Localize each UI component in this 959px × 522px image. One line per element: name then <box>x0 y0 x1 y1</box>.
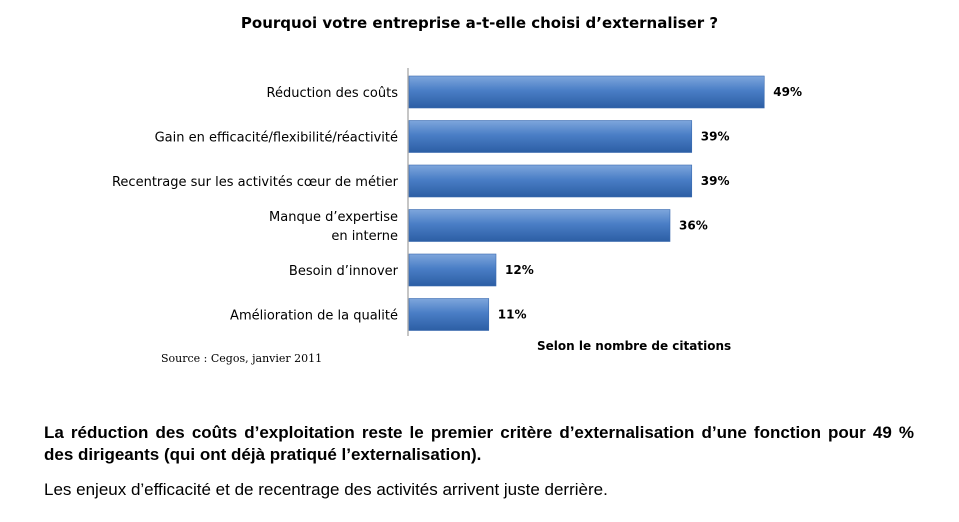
category-label-1: Gain en efficacité/flexibilité/réactivit… <box>155 131 398 146</box>
bar-0 <box>408 75 765 109</box>
category-label-2: Recentrage sur les activités cœur de mét… <box>112 175 399 190</box>
category-label-4-line-0: Besoin d’innover <box>289 264 399 279</box>
summary-text: Les enjeux d’efficacité et de recentrage… <box>44 480 608 499</box>
category-label-1-line-0: Gain en efficacité/flexibilité/réactivit… <box>155 131 398 146</box>
summary-bold-text: La réduction des coûts d’exploitation re… <box>44 423 914 464</box>
value-label-5: 11% <box>498 308 527 322</box>
bar-5 <box>408 298 490 331</box>
category-label-0-line-0: Réduction des coûts <box>267 86 399 101</box>
bar-2 <box>408 164 693 198</box>
source-note: Source : Cegos, janvier 2011 <box>161 352 323 365</box>
category-label-5-line-0: Amélioration de la qualité <box>230 309 398 324</box>
bar-4 <box>408 253 497 287</box>
category-label-4: Besoin d’innover <box>289 264 399 279</box>
value-label-4: 12% <box>505 263 534 277</box>
category-label-0: Réduction des coûts <box>267 86 399 101</box>
bar-3 <box>408 209 671 242</box>
value-label-1: 39% <box>701 130 730 144</box>
value-label-3: 36% <box>679 219 708 233</box>
category-label-3: Manque d’expertise en interne <box>269 210 398 244</box>
axis-note: Selon le nombre de citations <box>537 339 732 353</box>
value-label-2: 39% <box>701 174 730 188</box>
chart-title: Pourquoi votre entreprise a-t-elle chois… <box>240 14 719 32</box>
bar-1 <box>408 120 693 153</box>
category-label-3-line-1: en interne <box>331 229 398 244</box>
category-label-3-line-0: Manque d’expertise <box>269 210 398 225</box>
category-label-5: Amélioration de la qualité <box>230 309 398 324</box>
bar-chart: Réduction des coûts 49% Gain en efficacité… <box>112 68 802 336</box>
value-label-0: 49% <box>773 85 802 99</box>
category-label-2-line-0: Recentrage sur les activités cœur de mét… <box>112 175 399 190</box>
